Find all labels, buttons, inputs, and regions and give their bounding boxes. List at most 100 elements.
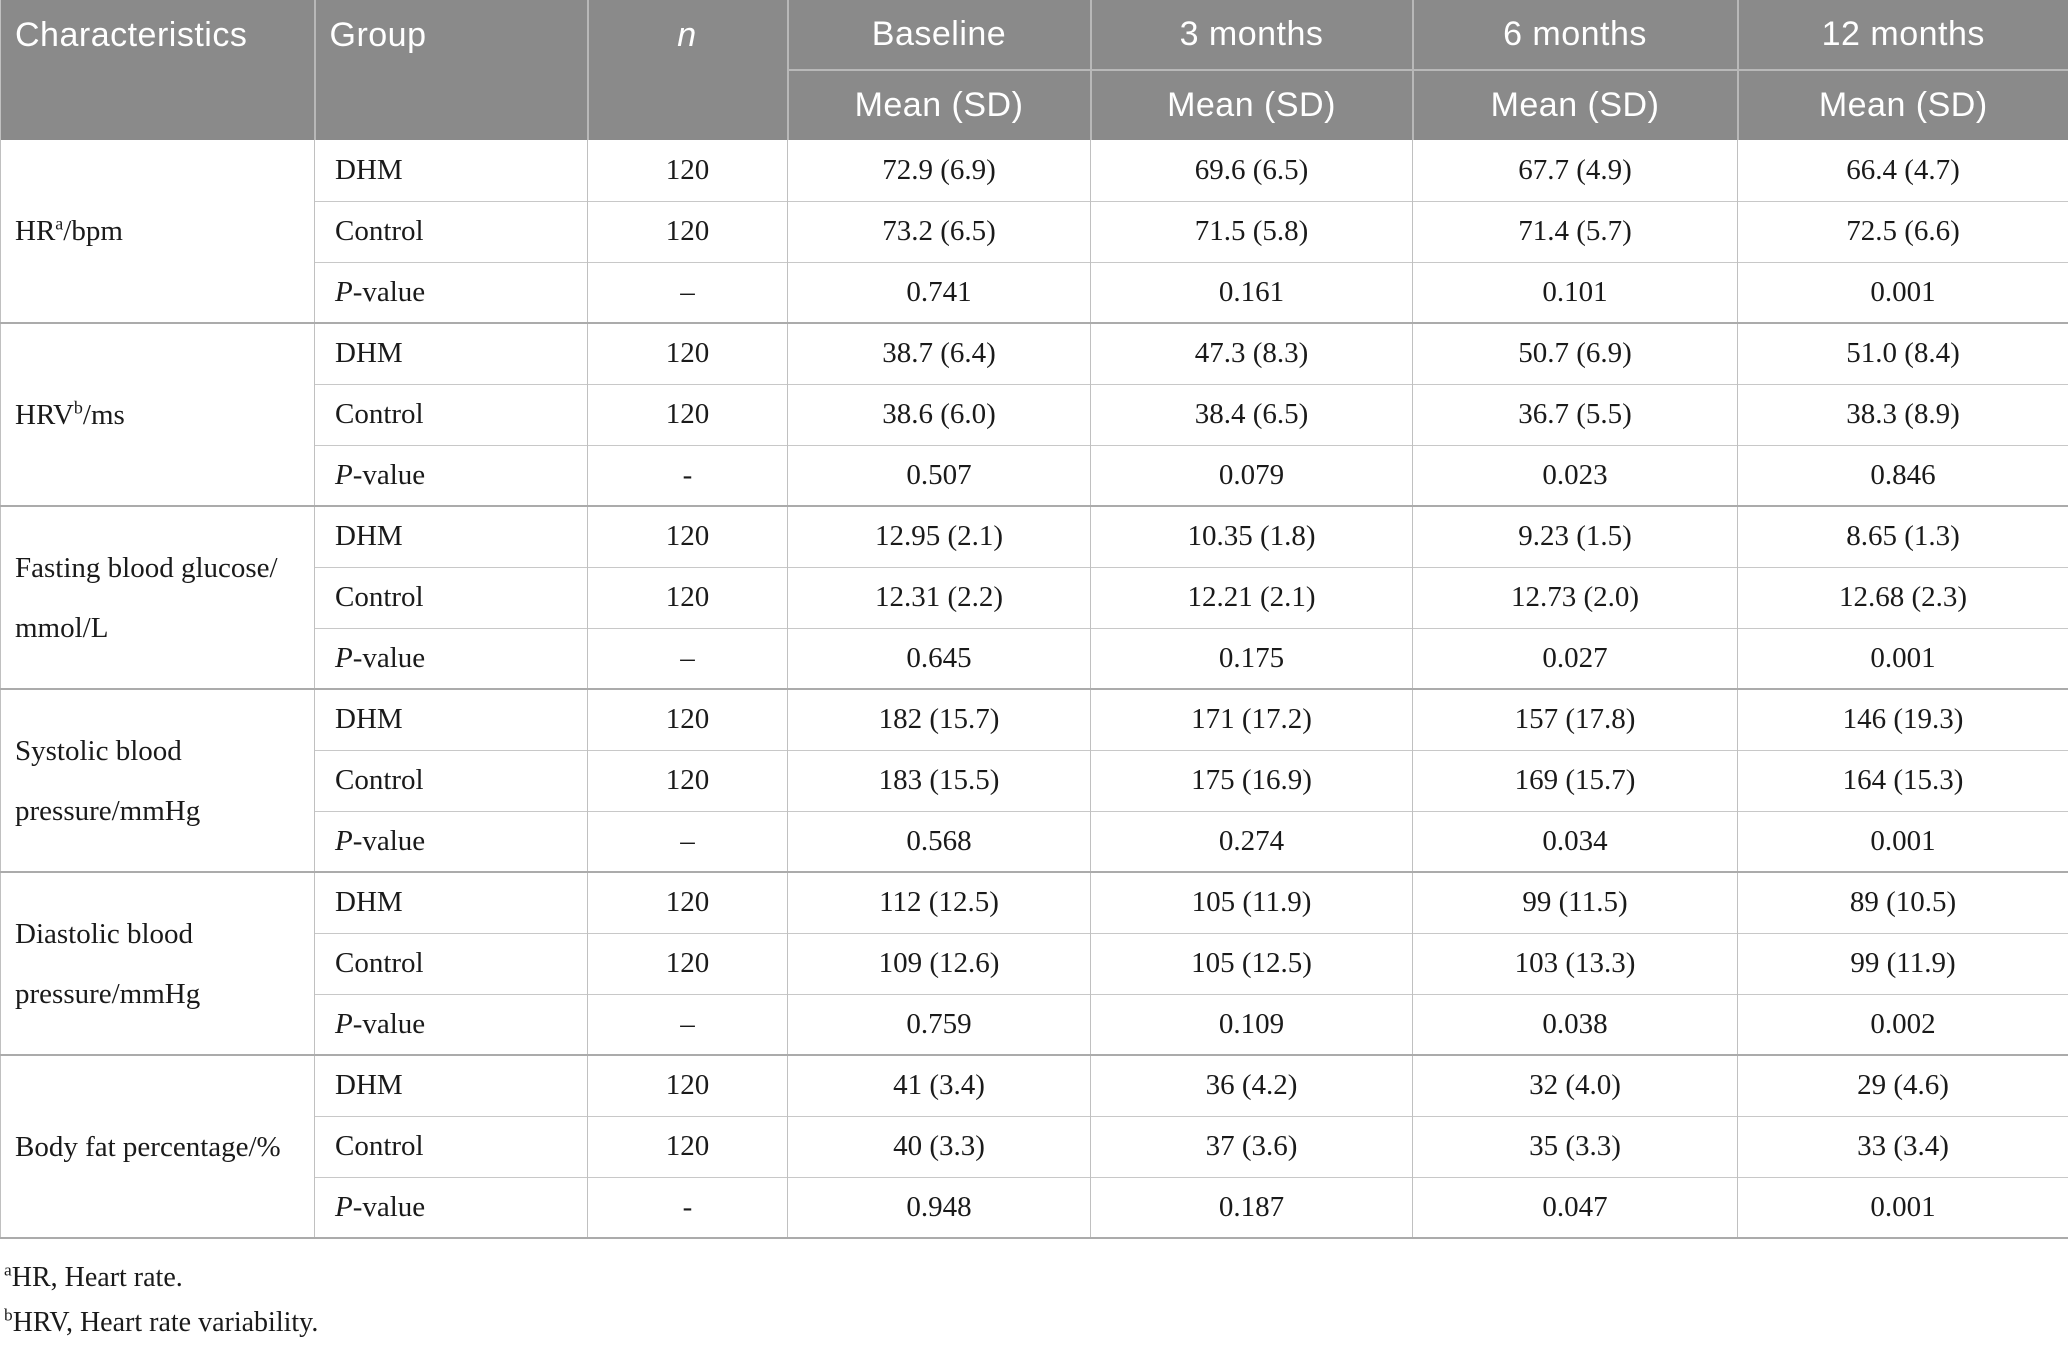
value-cell-6-months: 9.23 (1.5)	[1413, 506, 1738, 567]
characteristic-unit: /ms	[83, 399, 125, 431]
value-cell-baseline: 40 (3.3)	[788, 1116, 1091, 1177]
value-cell-3-months: 171 (17.2)	[1091, 689, 1413, 750]
n-cell: 120	[588, 1116, 788, 1177]
group-label: Control	[335, 398, 424, 430]
characteristic-label: HRV	[15, 399, 74, 431]
subheader-mean-sd-12-months: Mean (SD)	[1738, 70, 2068, 140]
value-cell-6-months: 99 (11.5)	[1413, 872, 1738, 933]
n-cell: 120	[588, 567, 788, 628]
group-label: -value	[353, 459, 425, 491]
characteristic-label: Fasting blood glucose/ mmol/L	[15, 552, 278, 644]
subheader-mean-sd-6-months: Mean (SD)	[1413, 70, 1738, 140]
footnote-hrv: bHRV, Heart rate variability.	[4, 1300, 2068, 1345]
n-cell: 120	[588, 201, 788, 262]
n-cell: –	[588, 262, 788, 323]
value-cell-baseline: 41 (3.4)	[788, 1055, 1091, 1116]
group-label: Control	[335, 215, 424, 247]
group-cell: Control	[315, 567, 588, 628]
group-label-italic: P	[335, 276, 353, 308]
value-cell-6-months: 0.034	[1413, 811, 1738, 872]
group-cell: Control	[315, 933, 588, 994]
group-cell: P-value	[315, 811, 588, 872]
characteristic-cell: Fasting blood glucose/ mmol/L	[1, 506, 315, 689]
value-cell-baseline: 0.741	[788, 262, 1091, 323]
characteristic-label: Systolic blood pressure/mmHg	[15, 735, 200, 827]
value-cell-3-months: 175 (16.9)	[1091, 750, 1413, 811]
group-label-italic: P	[335, 1008, 353, 1040]
value-cell-3-months: 0.187	[1091, 1177, 1413, 1238]
n-cell: -	[588, 1177, 788, 1238]
value-cell-baseline: 12.31 (2.2)	[788, 567, 1091, 628]
value-cell-12-months: 33 (3.4)	[1738, 1116, 2068, 1177]
group-label: Control	[335, 581, 424, 613]
n-cell: –	[588, 811, 788, 872]
characteristic-group: HRa/bpm DHM 120 72.9 (6.9) 69.6 (6.5) 67…	[1, 140, 2068, 323]
group-label: -value	[353, 642, 425, 674]
value-cell-12-months: 0.001	[1738, 628, 2068, 689]
group-cell: P-value	[315, 994, 588, 1055]
group-label-italic: P	[335, 642, 353, 674]
characteristic-cell: HRa/bpm	[1, 140, 315, 323]
value-cell-baseline: 12.95 (2.1)	[788, 506, 1091, 567]
col-header-3-months: 3 months	[1091, 0, 1413, 70]
value-cell-6-months: 35 (3.3)	[1413, 1116, 1738, 1177]
group-cell: Control	[315, 1116, 588, 1177]
value-cell-3-months: 69.6 (6.5)	[1091, 140, 1413, 201]
characteristic-cell: Systolic blood pressure/mmHg	[1, 689, 315, 872]
value-cell-6-months: 0.023	[1413, 445, 1738, 506]
value-cell-3-months: 38.4 (6.5)	[1091, 384, 1413, 445]
value-cell-12-months: 0.846	[1738, 445, 2068, 506]
table-row-dhm: Body fat percentage/% DHM 120 41 (3.4) 3…	[1, 1055, 2068, 1116]
table-row-dhm: HRVb/ms DHM 120 38.7 (6.4) 47.3 (8.3) 50…	[1, 323, 2068, 384]
group-label: Control	[335, 947, 424, 979]
group-label: DHM	[335, 703, 403, 735]
value-cell-baseline: 183 (15.5)	[788, 750, 1091, 811]
table-row-dhm: Systolic blood pressure/mmHg DHM 120 182…	[1, 689, 2068, 750]
characteristic-label: HR	[15, 215, 55, 247]
value-cell-12-months: 0.001	[1738, 262, 2068, 323]
value-cell-12-months: 66.4 (4.7)	[1738, 140, 2068, 201]
value-cell-3-months: 105 (12.5)	[1091, 933, 1413, 994]
col-header-baseline: Baseline	[788, 0, 1091, 70]
n-cell: 120	[588, 750, 788, 811]
value-cell-baseline: 38.7 (6.4)	[788, 323, 1091, 384]
characteristic-group: Body fat percentage/% DHM 120 41 (3.4) 3…	[1, 1055, 2068, 1238]
value-cell-baseline: 112 (12.5)	[788, 872, 1091, 933]
value-cell-3-months: 0.161	[1091, 262, 1413, 323]
n-cell: –	[588, 628, 788, 689]
group-label: DHM	[335, 154, 403, 186]
value-cell-baseline: 0.568	[788, 811, 1091, 872]
characteristic-cell: HRVb/ms	[1, 323, 315, 506]
value-cell-baseline: 182 (15.7)	[788, 689, 1091, 750]
group-cell: P-value	[315, 262, 588, 323]
characteristic-group: HRVb/ms DHM 120 38.7 (6.4) 47.3 (8.3) 50…	[1, 323, 2068, 506]
value-cell-baseline: 0.507	[788, 445, 1091, 506]
value-cell-6-months: 32 (4.0)	[1413, 1055, 1738, 1116]
col-header-n: n	[588, 0, 788, 140]
col-header-group: Group	[315, 0, 588, 140]
value-cell-3-months: 0.079	[1091, 445, 1413, 506]
value-cell-6-months: 157 (17.8)	[1413, 689, 1738, 750]
table-footnotes: aHR, Heart rate. bHRV, Heart rate variab…	[4, 1255, 2068, 1345]
value-cell-3-months: 0.175	[1091, 628, 1413, 689]
characteristic-group: Diastolic blood pressure/mmHg DHM 120 11…	[1, 872, 2068, 1055]
characteristic-group: Systolic blood pressure/mmHg DHM 120 182…	[1, 689, 2068, 872]
value-cell-6-months: 0.101	[1413, 262, 1738, 323]
n-cell: –	[588, 994, 788, 1055]
footnote-superscript: b	[4, 1306, 13, 1325]
n-cell: 120	[588, 323, 788, 384]
value-cell-3-months: 37 (3.6)	[1091, 1116, 1413, 1177]
group-label-italic: P	[335, 825, 353, 857]
value-cell-3-months: 71.5 (5.8)	[1091, 201, 1413, 262]
characteristic-cell: Diastolic blood pressure/mmHg	[1, 872, 315, 1055]
col-header-6-months: 6 months	[1413, 0, 1738, 70]
group-cell: DHM	[315, 1055, 588, 1116]
value-cell-6-months: 50.7 (6.9)	[1413, 323, 1738, 384]
value-cell-6-months: 169 (15.7)	[1413, 750, 1738, 811]
group-cell: DHM	[315, 689, 588, 750]
footnote-superscript: a	[4, 1261, 12, 1280]
group-label: Control	[335, 764, 424, 796]
characteristic-superscript: b	[74, 397, 83, 417]
n-cell: 120	[588, 689, 788, 750]
value-cell-12-months: 29 (4.6)	[1738, 1055, 2068, 1116]
